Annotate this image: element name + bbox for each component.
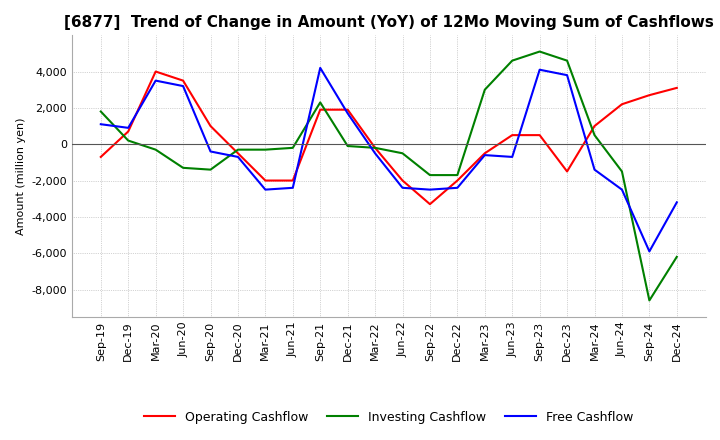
Free Cashflow [206, 149, 215, 154]
Free Cashflow [151, 78, 160, 83]
Operating Cashflow [151, 69, 160, 74]
Free Cashflow [536, 67, 544, 72]
Free Cashflow [480, 153, 489, 158]
Investing Cashflow [672, 254, 681, 260]
Operating Cashflow [645, 92, 654, 98]
Investing Cashflow [426, 172, 434, 178]
Operating Cashflow [618, 102, 626, 107]
Free Cashflow [426, 187, 434, 192]
Investing Cashflow [206, 167, 215, 172]
Operating Cashflow [206, 123, 215, 128]
Investing Cashflow [96, 109, 105, 114]
Investing Cashflow [563, 58, 572, 63]
Operating Cashflow [316, 107, 325, 112]
Operating Cashflow [672, 85, 681, 91]
Free Cashflow [398, 185, 407, 191]
Investing Cashflow [179, 165, 187, 170]
Investing Cashflow [124, 138, 132, 143]
Free Cashflow [563, 73, 572, 78]
Title: [6877]  Trend of Change in Amount (YoY) of 12Mo Moving Sum of Cashflows: [6877] Trend of Change in Amount (YoY) o… [64, 15, 714, 30]
Free Cashflow [453, 185, 462, 191]
Operating Cashflow [426, 202, 434, 207]
Operating Cashflow [343, 107, 352, 112]
Free Cashflow [233, 154, 242, 160]
Investing Cashflow [508, 58, 516, 63]
Operating Cashflow [563, 169, 572, 174]
Free Cashflow [672, 200, 681, 205]
Investing Cashflow [453, 172, 462, 178]
Investing Cashflow [618, 169, 626, 174]
Operating Cashflow [371, 145, 379, 150]
Line: Free Cashflow: Free Cashflow [101, 68, 677, 251]
Operating Cashflow [179, 78, 187, 83]
Investing Cashflow [536, 49, 544, 54]
Free Cashflow [179, 84, 187, 89]
Free Cashflow [618, 187, 626, 192]
Investing Cashflow [151, 147, 160, 152]
Free Cashflow [289, 185, 297, 191]
Free Cashflow [96, 121, 105, 127]
Investing Cashflow [289, 145, 297, 150]
Line: Operating Cashflow: Operating Cashflow [101, 72, 677, 204]
Investing Cashflow [343, 143, 352, 149]
Operating Cashflow [536, 132, 544, 138]
Investing Cashflow [233, 147, 242, 152]
Operating Cashflow [124, 129, 132, 134]
Operating Cashflow [233, 150, 242, 156]
Investing Cashflow [480, 87, 489, 92]
Free Cashflow [316, 65, 325, 70]
Operating Cashflow [590, 123, 599, 128]
Free Cashflow [371, 150, 379, 156]
Investing Cashflow [371, 145, 379, 150]
Investing Cashflow [590, 132, 599, 138]
Investing Cashflow [316, 100, 325, 105]
Operating Cashflow [289, 178, 297, 183]
Operating Cashflow [453, 178, 462, 183]
Investing Cashflow [398, 150, 407, 156]
Free Cashflow [343, 111, 352, 116]
Investing Cashflow [645, 298, 654, 303]
Free Cashflow [261, 187, 270, 192]
Operating Cashflow [261, 178, 270, 183]
Operating Cashflow [508, 132, 516, 138]
Operating Cashflow [398, 178, 407, 183]
Free Cashflow [508, 154, 516, 160]
Free Cashflow [590, 167, 599, 172]
Operating Cashflow [96, 154, 105, 160]
Free Cashflow [645, 249, 654, 254]
Y-axis label: Amount (million yen): Amount (million yen) [16, 117, 26, 235]
Line: Investing Cashflow: Investing Cashflow [101, 51, 677, 301]
Legend: Operating Cashflow, Investing Cashflow, Free Cashflow: Operating Cashflow, Investing Cashflow, … [139, 406, 639, 429]
Free Cashflow [124, 125, 132, 131]
Operating Cashflow [480, 150, 489, 156]
Investing Cashflow [261, 147, 270, 152]
